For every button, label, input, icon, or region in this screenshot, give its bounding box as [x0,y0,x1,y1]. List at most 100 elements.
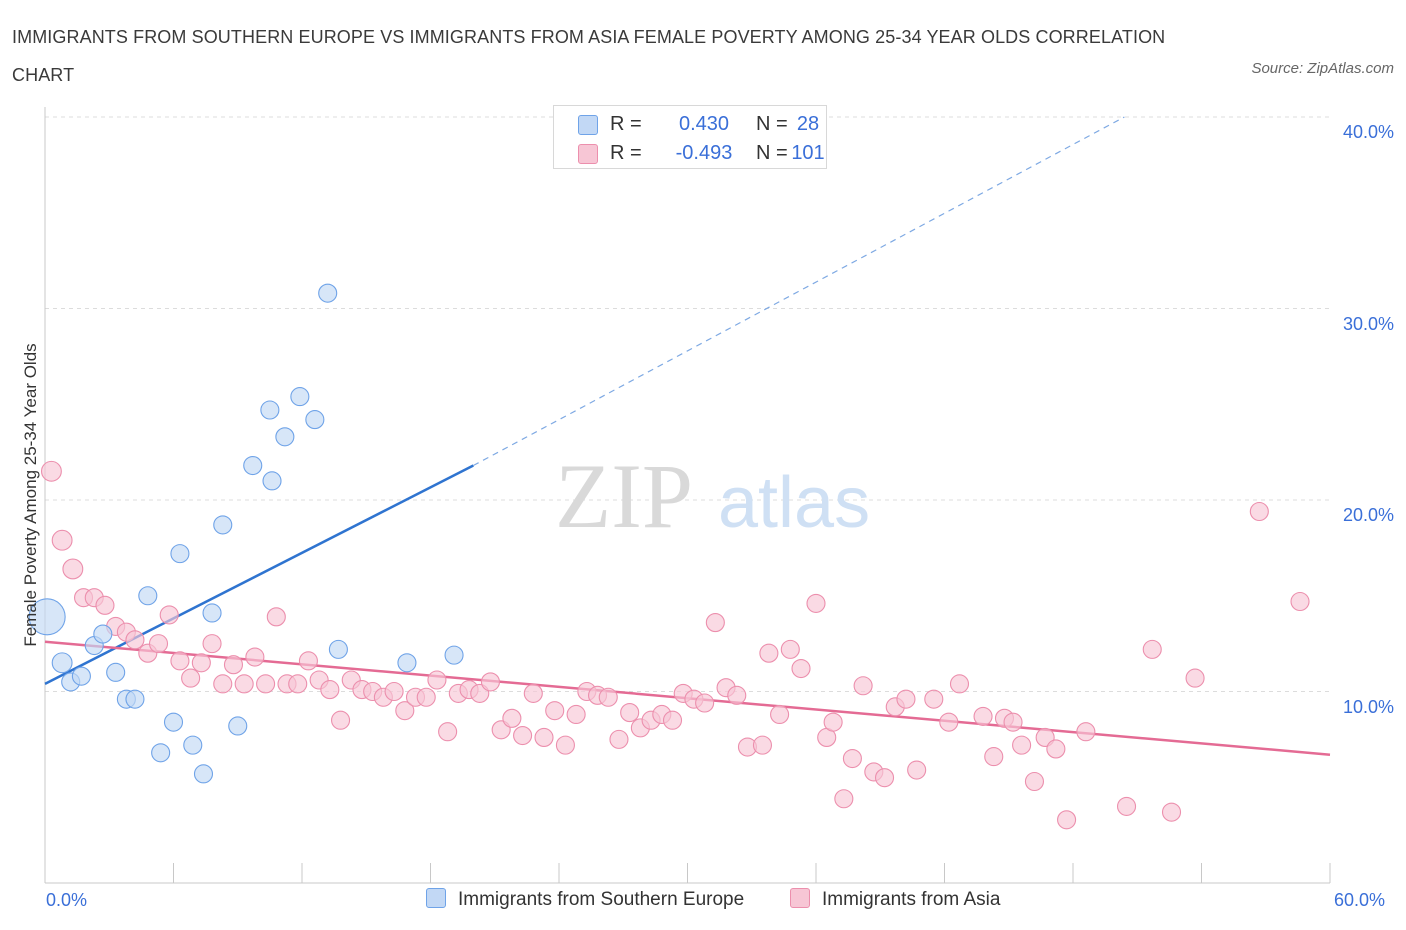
x-tick-label-min: 0.0% [46,890,88,910]
point-asia [1012,735,1032,755]
point-asia [907,760,927,780]
legend-label: Immigrants from Asia [822,889,1001,910]
legend-swatch-pink [790,888,810,908]
point-southern-europe [125,689,145,709]
point-asia [170,651,190,671]
stats-legend: R = 0.430 N = 28 R = -0.493 N = 101 [553,105,827,169]
point-southern-europe [262,471,282,491]
point-asia [148,634,169,654]
point-asia [480,672,501,692]
point-asia [874,768,895,788]
trend-extension-southern-europe [473,116,1125,467]
data-points [28,283,1310,830]
point-southern-europe [328,639,348,659]
legend-item-southern-europe[interactable]: Immigrants from Southern Europe [426,888,744,911]
point-southern-europe [290,387,310,407]
legend-swatch-pink [578,144,598,164]
point-southern-europe [444,645,464,665]
point-asia [320,680,340,700]
point-southern-europe [138,586,158,606]
point-asia [598,687,618,707]
y-axis-label: Female Poverty Among 25-34 Year Olds [21,343,40,647]
point-asia [40,460,62,482]
r-label: R = [610,113,642,135]
point-asia [234,674,254,694]
point-asia [1249,501,1269,522]
point-asia [695,693,715,713]
point-asia [62,558,84,580]
point-southern-europe [106,662,126,682]
point-asia [213,674,233,694]
point-southern-europe [243,455,263,476]
point-asia [939,712,959,732]
point-asia [791,658,811,679]
legend-swatch-blue [426,888,446,908]
x-tick-label-max: 60.0% [1334,890,1386,910]
y-tick-label: 20.0% [1342,505,1394,525]
n-label: N = [756,142,788,164]
point-asia [1046,739,1066,759]
point-asia [545,701,565,721]
point-asia [823,712,843,732]
point-southern-europe [93,624,113,644]
point-asia [223,655,244,675]
point-asia [256,674,276,694]
source-label: Source: ZipAtlas.com [1251,60,1394,77]
r-value: 0.430 [678,113,730,135]
r-label: R = [610,142,642,164]
legend-item-asia[interactable]: Immigrants from Asia [790,888,1000,911]
point-asia [1142,639,1162,659]
point-southern-europe [71,666,91,686]
point-southern-europe [228,716,248,736]
point-asia [896,689,916,709]
point-southern-europe [28,598,66,636]
point-asia [609,729,629,749]
point-asia [662,710,683,730]
point-asia [842,748,862,769]
point-southern-europe [51,652,73,674]
point-southern-europe [213,515,233,535]
point-asia [759,643,779,663]
point-asia [502,708,522,728]
point-asia [834,789,854,809]
point-asia [384,681,404,702]
point-asia [416,687,436,707]
point-asia [752,735,773,755]
y-tick-label: 40.0% [1342,122,1394,142]
point-asia [1290,591,1310,612]
point-asia [620,703,640,723]
y-tick-label: 30.0% [1342,313,1394,334]
point-asia [159,605,179,625]
point-asia [973,706,993,726]
point-asia [1116,796,1137,816]
point-asia [1024,771,1044,792]
point-asia [95,595,115,615]
point-asia [949,674,970,694]
point-asia [1003,712,1023,732]
point-southern-europe [305,410,325,430]
point-asia [984,747,1004,767]
point-asia [181,668,201,688]
point-southern-europe [151,743,171,763]
point-asia [245,647,265,667]
n-value: 101 [791,142,825,164]
point-asia [1161,802,1182,822]
point-asia [427,670,447,690]
point-southern-europe [318,283,338,303]
point-asia [298,651,318,671]
chart-title: IMMIGRANTS FROM SOUTHERN EUROPE VS IMMIG… [12,27,1166,85]
point-asia [51,529,73,551]
point-southern-europe [397,653,417,673]
point-asia [555,735,575,755]
point-southern-europe [202,603,222,623]
point-southern-europe [163,712,184,732]
point-asia [288,674,308,694]
point-asia [438,722,458,742]
r-value: -0.493 [675,142,733,164]
point-asia [780,639,800,659]
point-asia [1057,810,1077,830]
axes [44,107,1331,884]
point-asia [266,607,286,627]
point-southern-europe [183,735,203,755]
